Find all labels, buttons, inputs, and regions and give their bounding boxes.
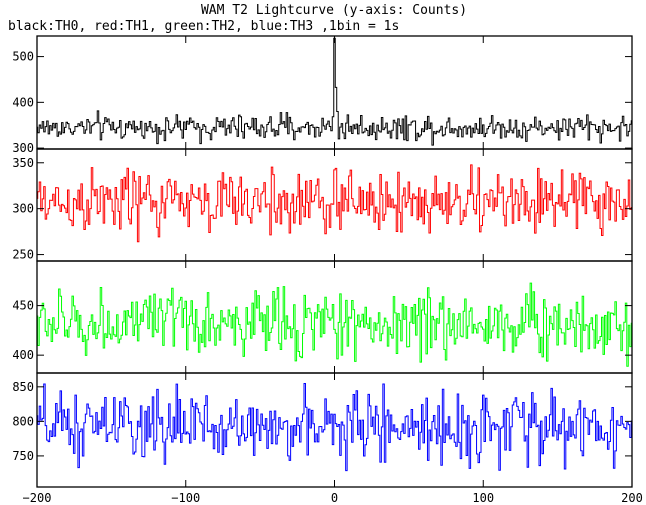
y-tick-label-th0: 500 xyxy=(12,50,34,64)
panel-frame-th3 xyxy=(36,372,633,488)
series-line-th0 xyxy=(37,37,632,146)
y-tick-label-th1: 350 xyxy=(12,156,34,170)
x-tick-label: 200 xyxy=(621,491,643,505)
panel-frame-th2 xyxy=(36,260,633,374)
y-tick-label-th3: 800 xyxy=(12,414,34,428)
x-tick-label: −200 xyxy=(23,491,52,505)
panel-frame-th1 xyxy=(36,148,633,262)
y-tick-label-th1: 250 xyxy=(12,248,34,262)
x-tick-label: 0 xyxy=(331,491,338,505)
series-line-th2 xyxy=(37,282,632,367)
panel-frame-th0 xyxy=(36,35,633,150)
x-tick-label: −100 xyxy=(171,491,200,505)
x-tick-label: 100 xyxy=(472,491,494,505)
y-tick-label-th3: 750 xyxy=(12,449,34,463)
y-tick-label-th2: 450 xyxy=(12,299,34,313)
chart-subtitle-legend: black:TH0, red:TH1, green:TH2, blue:TH3 … xyxy=(8,19,399,34)
y-tick-label-th0: 300 xyxy=(12,141,34,155)
y-tick-label-th1: 300 xyxy=(12,202,34,216)
chart-title: WAM T2 Lightcurve (y-axis: Counts) xyxy=(201,3,467,18)
series-line-th3 xyxy=(37,383,632,472)
y-tick-label-th2: 400 xyxy=(12,348,34,362)
y-tick-label-th3: 850 xyxy=(12,380,34,394)
y-tick-label-th0: 400 xyxy=(12,95,34,109)
series-line-th1 xyxy=(37,164,632,243)
